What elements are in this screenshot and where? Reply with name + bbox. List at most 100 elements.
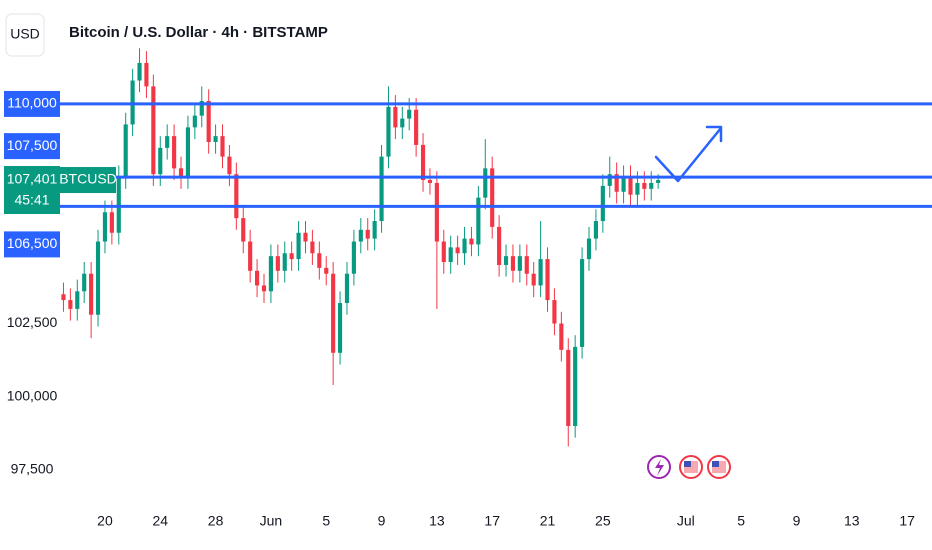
candle-body xyxy=(241,218,246,242)
candle-body xyxy=(441,241,446,263)
x-tick-label: 5 xyxy=(737,513,745,529)
candle-body xyxy=(531,273,536,286)
candle-body xyxy=(317,253,322,268)
candle-body xyxy=(248,241,253,271)
candle-body xyxy=(372,221,377,239)
candle-body xyxy=(524,256,529,274)
candle-body xyxy=(282,253,287,271)
candle-body xyxy=(344,273,350,304)
candle-body xyxy=(503,256,509,265)
y-tick-label: 102,500 xyxy=(7,314,58,330)
candle-body xyxy=(234,174,239,219)
candle-body xyxy=(61,294,66,301)
candle-body xyxy=(469,238,474,245)
candle-body xyxy=(552,300,557,324)
candle-body xyxy=(566,349,571,426)
level-label-box xyxy=(4,133,60,160)
candle-body xyxy=(310,241,315,254)
x-tick-label: 9 xyxy=(793,513,801,529)
candle-body xyxy=(400,118,405,128)
candle-body xyxy=(414,109,419,145)
plot xyxy=(61,48,661,447)
candle-body xyxy=(123,124,128,178)
candle-body xyxy=(420,144,426,181)
candle-body xyxy=(158,147,163,175)
candle-body xyxy=(144,62,149,87)
candle-body xyxy=(261,285,267,292)
candle-body xyxy=(206,101,211,142)
candle-body xyxy=(296,232,301,260)
candle-body xyxy=(199,101,204,116)
candle-body xyxy=(593,221,598,239)
candle-body xyxy=(559,323,564,350)
x-tick-label: Jul xyxy=(677,513,695,529)
candle-body xyxy=(89,273,94,315)
last-price-box xyxy=(4,166,60,215)
candle-body xyxy=(185,127,191,178)
candle-body xyxy=(462,238,467,254)
projection-arrow xyxy=(654,125,723,183)
symbol-box xyxy=(60,167,116,194)
candle-body xyxy=(289,253,294,260)
last-price: 107,401 xyxy=(7,171,58,187)
candle-body xyxy=(303,232,308,242)
candle-body xyxy=(455,247,460,254)
candle-body xyxy=(165,136,170,148)
x-tick-label: 17 xyxy=(899,513,915,529)
candle-body xyxy=(324,267,329,274)
candle-body xyxy=(351,241,356,274)
flag xyxy=(712,461,719,467)
x-tick-label: 20 xyxy=(97,513,113,529)
candle-body xyxy=(365,229,370,239)
candle-body xyxy=(635,182,640,195)
candle-body xyxy=(75,291,80,309)
candle-body xyxy=(137,62,142,81)
candle-body xyxy=(607,174,612,186)
x-tick-label: 9 xyxy=(378,513,386,529)
candle-body xyxy=(220,136,225,157)
level-label: 106,500 xyxy=(7,235,58,251)
candle-body xyxy=(538,259,543,286)
candle-body xyxy=(427,180,433,183)
x-tick-label: 13 xyxy=(429,513,445,529)
level-label: 110,000 xyxy=(7,95,57,111)
candle-body xyxy=(192,115,197,128)
candle-body xyxy=(600,185,605,222)
candle-body xyxy=(109,212,114,233)
candle-body xyxy=(68,300,73,309)
candle-body xyxy=(656,180,661,183)
candle-body xyxy=(102,212,108,242)
candle-body xyxy=(517,256,522,271)
symbol-label: BTCUSD xyxy=(59,171,117,187)
x-tick-label: 24 xyxy=(152,513,168,529)
candle-body xyxy=(586,238,592,260)
candle-body xyxy=(490,168,495,227)
level-label: 107,500 xyxy=(7,137,58,153)
candle-body xyxy=(255,270,260,286)
candle-body xyxy=(275,256,280,271)
candle-body xyxy=(434,182,439,242)
flag xyxy=(684,461,691,467)
y-tick-label: 97,500 xyxy=(11,461,54,477)
candle-body xyxy=(497,226,502,265)
candle-body xyxy=(573,346,578,426)
candle-body xyxy=(393,106,398,128)
x-tick-label: 21 xyxy=(540,513,556,529)
candle-body xyxy=(545,259,550,301)
candle-body xyxy=(172,136,177,169)
event-icons xyxy=(647,455,731,479)
candle-body xyxy=(358,229,363,242)
event-icon xyxy=(655,459,664,476)
candle-body xyxy=(580,259,585,347)
candle-body xyxy=(337,303,343,353)
currency-box xyxy=(5,13,45,57)
candle-body xyxy=(178,168,184,178)
candle-body xyxy=(614,174,619,192)
candle-body xyxy=(227,156,232,175)
level-label-box xyxy=(4,90,60,117)
candle-body xyxy=(642,182,647,189)
candle-body xyxy=(82,273,87,292)
candle-body xyxy=(448,247,453,263)
candle-body xyxy=(268,256,273,292)
